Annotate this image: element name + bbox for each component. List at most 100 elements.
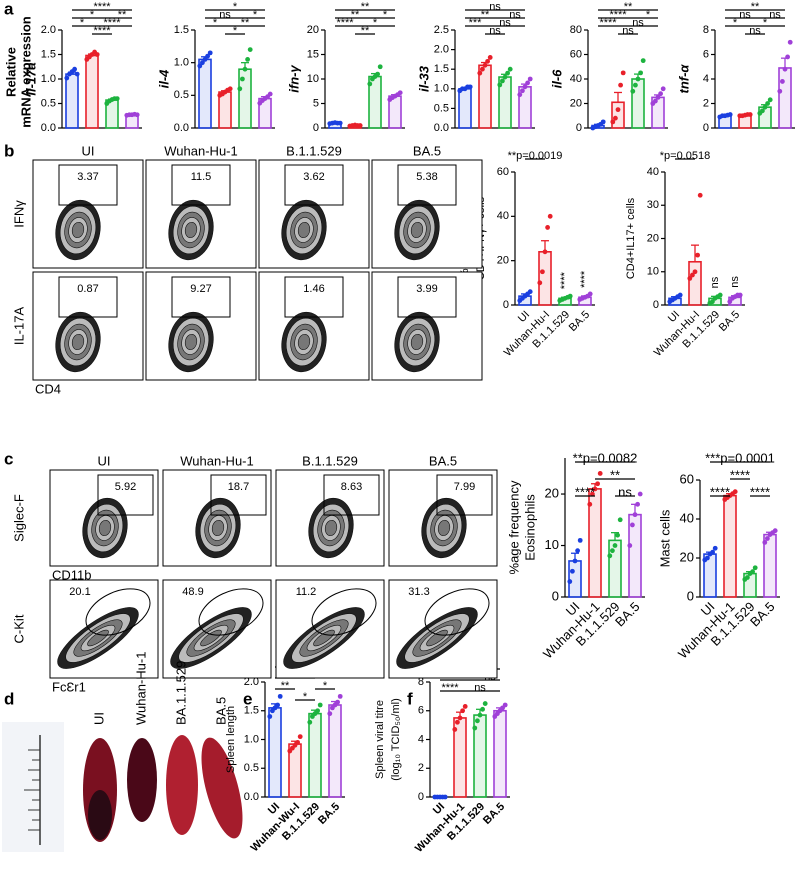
significance-label: *p=0.0518 [660,150,710,162]
y-tick-label: 4 [418,733,424,745]
data-point [618,82,623,88]
bar [723,494,737,598]
panel-letter: e [243,689,252,708]
gate-value: 31.3 [408,586,429,598]
significance-label: *** [469,17,483,29]
significance-label: **** [336,17,354,29]
gate [436,474,493,516]
y-tick-label: 0.0 [244,791,259,803]
gate-value: 1.46 [303,283,324,295]
data-point [487,55,493,60]
significance-label: **** [579,270,591,288]
significance-label: ns [729,276,741,288]
data-point [477,70,483,76]
group-axis-label: Relative [3,47,18,97]
flow-plot: 8.63 [275,469,385,567]
y-tick-label: 0 [313,122,319,134]
significance-label: ** [624,1,633,13]
data-point [477,712,483,718]
y-tick-label: 0 [503,299,509,311]
y-tick-label: 8 [418,676,424,688]
data-point [507,66,513,72]
significance-label: ns [489,1,501,13]
y-tick-label: 20 [647,232,659,244]
y-axis-label: il-17a [23,62,38,95]
data-point [525,80,530,86]
y-tick-label: 0.0 [174,122,189,134]
y-tick-label: 30 [647,199,659,211]
significance-label: ** [241,17,250,29]
y-tick-label: 1.0 [174,57,189,69]
data-point [482,701,488,706]
y-tick-label: 20 [307,24,319,36]
y-tick-label: 10 [307,73,319,85]
significance-label: **** [710,484,730,499]
data-point [480,66,485,72]
y-tick-label: 15 [307,48,319,60]
significance-label: * [303,691,308,703]
y-tick-label: 1.5 [434,63,449,75]
data-point [247,47,253,52]
y-tick-label: 0.0 [434,122,449,134]
data-point [640,58,646,64]
data-point [537,280,543,286]
data-point [475,718,480,724]
gate [171,164,231,206]
data-point [335,699,340,705]
gate [198,588,264,636]
significance-label: * [233,1,238,13]
data-point [765,101,770,106]
data-point [760,108,765,114]
data-point [397,90,403,96]
significance-label: **p=0.0019 [508,150,563,162]
significance-label: ns [632,17,644,29]
y-tick-label: 2 [418,762,424,774]
significance-label: **** [103,17,121,29]
photo-label: BA.1.1.529 [173,661,188,725]
data-point [638,70,643,76]
y-axis-label: Spleen viral titre [374,700,386,779]
y-tick-label: 10 [545,537,559,552]
data-point [610,548,615,554]
column-title: Wuhan-Hu-1 [180,453,253,468]
data-point [242,66,248,72]
data-point [635,76,641,82]
data-point [357,123,363,128]
contour [200,629,222,647]
y-tick-label: 60 [497,166,509,178]
panel-letter: d [4,689,14,708]
data-point [615,532,620,538]
significance-label: * [733,17,738,29]
bar [458,88,472,129]
data-point [597,471,603,476]
spleen [127,738,157,822]
significance-label: ns [769,9,781,21]
data-point [600,119,606,125]
data-point [442,794,448,800]
data-point [695,252,700,258]
data-point [267,91,273,97]
y-axis-label: C-Kit [11,614,26,643]
data-point [337,120,343,126]
y-axis-label: Spleen length [225,706,237,773]
y-tick-label: 0.5 [174,89,189,101]
data-point [660,86,666,92]
significance-label: ns [622,25,634,37]
y-axis-label: Siglec-F [11,494,26,542]
x-tick-label: BA.5 [747,599,778,630]
data-point [607,553,613,559]
significance-label: **** [599,17,617,29]
gate [210,474,267,516]
column-title: BA.5 [413,143,441,158]
data-point [572,558,578,564]
data-point [64,75,70,81]
flow-plot: 3.62 [258,159,370,269]
gate [284,164,344,206]
flow-plot: 7.99 [388,469,498,567]
y-axis-label: %age frequency [506,480,521,574]
gate-value: 3.99 [416,283,437,295]
significance-label: * [383,9,388,21]
contour [313,629,335,647]
contour [87,629,109,647]
data-point [307,719,313,725]
